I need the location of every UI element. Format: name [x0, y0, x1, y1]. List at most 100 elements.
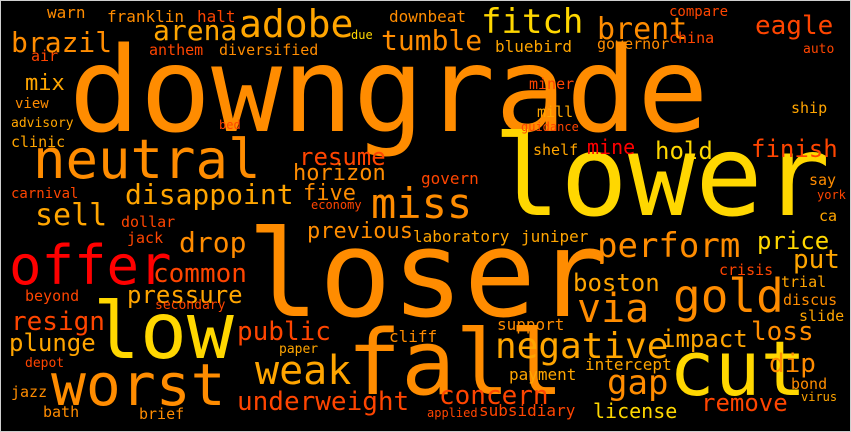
word-brent: brent [597, 12, 688, 47]
word-low: low [93, 287, 234, 377]
word-economy: economy [311, 198, 362, 212]
word-guidance: guidance [521, 120, 579, 134]
word-brief: brief [139, 405, 185, 423]
word-loss: loss [751, 317, 814, 347]
word-mill: mill [537, 103, 574, 121]
word-disappoint: disappoint [125, 178, 294, 211]
word-downgrade: downgrade [69, 21, 709, 159]
word-impact: impact [661, 325, 748, 353]
word-license: license [593, 399, 678, 423]
word-view: view [15, 96, 49, 112]
word-cut: cut [669, 324, 807, 413]
word-applied: applied [427, 406, 478, 420]
word-compare: compare [669, 4, 729, 20]
word-halt: halt [197, 7, 236, 26]
word-adobe: adobe [239, 2, 354, 46]
word-anthem: anthem [149, 41, 204, 59]
word-fall: fall [347, 311, 564, 416]
word-york: york [817, 188, 846, 202]
word-underweight: underweight [237, 387, 410, 417]
word-payment: payment [509, 365, 577, 384]
word-shelf: shelf [533, 141, 579, 159]
word-weak: weak [255, 348, 352, 394]
word-via: via [577, 286, 650, 332]
word-virus: virus [801, 390, 838, 404]
word-carnival: carnival [11, 186, 79, 202]
word-juniper: juniper [521, 227, 589, 246]
word-bath: bath [43, 403, 80, 421]
word-governor: governor [597, 35, 670, 53]
word-loser: loser [247, 206, 609, 345]
word-say: say [809, 171, 837, 189]
word-public: public [237, 317, 331, 347]
word-put: put [793, 245, 840, 275]
word-support: support [497, 315, 565, 334]
word-warn: warn [47, 3, 86, 22]
word-laboratory: laboratory [413, 227, 510, 246]
word-resign: resign [11, 307, 105, 337]
word-drop: drop [179, 226, 247, 259]
word-ship: ship [791, 99, 828, 117]
word-due: due [351, 28, 373, 42]
word-resume: resume [299, 143, 386, 171]
word-common: common [153, 259, 247, 289]
word-auto: auto [803, 42, 835, 57]
word-price: price [757, 227, 830, 255]
word-ca: ca [819, 207, 838, 225]
word-crisis: crisis [719, 261, 774, 279]
word-beyond: beyond [25, 287, 80, 305]
word-trial: trial [781, 273, 827, 291]
word-advisory: advisory [11, 116, 74, 131]
word-offer: offer [9, 234, 172, 297]
word-previous: previous [307, 219, 413, 244]
word-paper: paper [279, 342, 319, 357]
word-hold: hold [655, 137, 713, 165]
word-neutral: neutral [33, 128, 261, 191]
word-depot: depot [25, 356, 65, 371]
word-air: air [31, 47, 59, 65]
word-mine: mine [587, 135, 636, 159]
word-concern: concern [439, 381, 549, 411]
word-bond: bond [791, 375, 828, 393]
word-brazil: brazil [11, 26, 113, 59]
word-dip: dip [769, 349, 816, 379]
word-remove: remove [701, 389, 788, 417]
word-horizon: horizon [293, 161, 386, 186]
word-lower: lower [493, 112, 831, 242]
word-plunge: plunge [9, 329, 96, 357]
word-cliff: cliff [389, 327, 438, 346]
word-miss: miss [371, 179, 473, 228]
word-discus: discus [783, 291, 838, 309]
word-secondary: secondary [155, 298, 226, 313]
word-intercept: intercept [585, 355, 672, 374]
word-franklin: franklin [107, 7, 185, 26]
word-tumble: tumble [381, 24, 483, 57]
word-jazz: jazz [11, 383, 48, 401]
word-pressure: pressure [127, 281, 243, 309]
word-bluebird: bluebird [495, 37, 573, 56]
word-bed: bed [219, 118, 241, 132]
word-subsidiary: subsidiary [479, 401, 576, 420]
word-mix: mix [25, 71, 65, 96]
word-china: china [669, 29, 715, 47]
word-gap: gap [607, 363, 669, 403]
word-diversified: diversified [219, 41, 319, 59]
word-perform: perform [597, 226, 741, 266]
word-sell: sell [35, 198, 108, 233]
word-negative: negative [495, 326, 669, 367]
word-slide: slide [799, 307, 845, 325]
word-clinic: clinic [11, 133, 66, 151]
word-arena: arena [153, 14, 238, 47]
word-gold: gold [673, 269, 784, 323]
word-downbeat: downbeat [389, 7, 467, 26]
word-worst: worst [51, 351, 226, 419]
word-jack: jack [127, 229, 164, 247]
word-miner: miner [529, 75, 575, 93]
word-boston: boston [573, 269, 660, 297]
word-five: five [303, 181, 356, 206]
word-fitch: fitch [481, 2, 584, 42]
word-eagle: eagle [755, 11, 834, 41]
word-govern: govern [421, 169, 479, 188]
word-dollar: dollar [121, 213, 176, 231]
